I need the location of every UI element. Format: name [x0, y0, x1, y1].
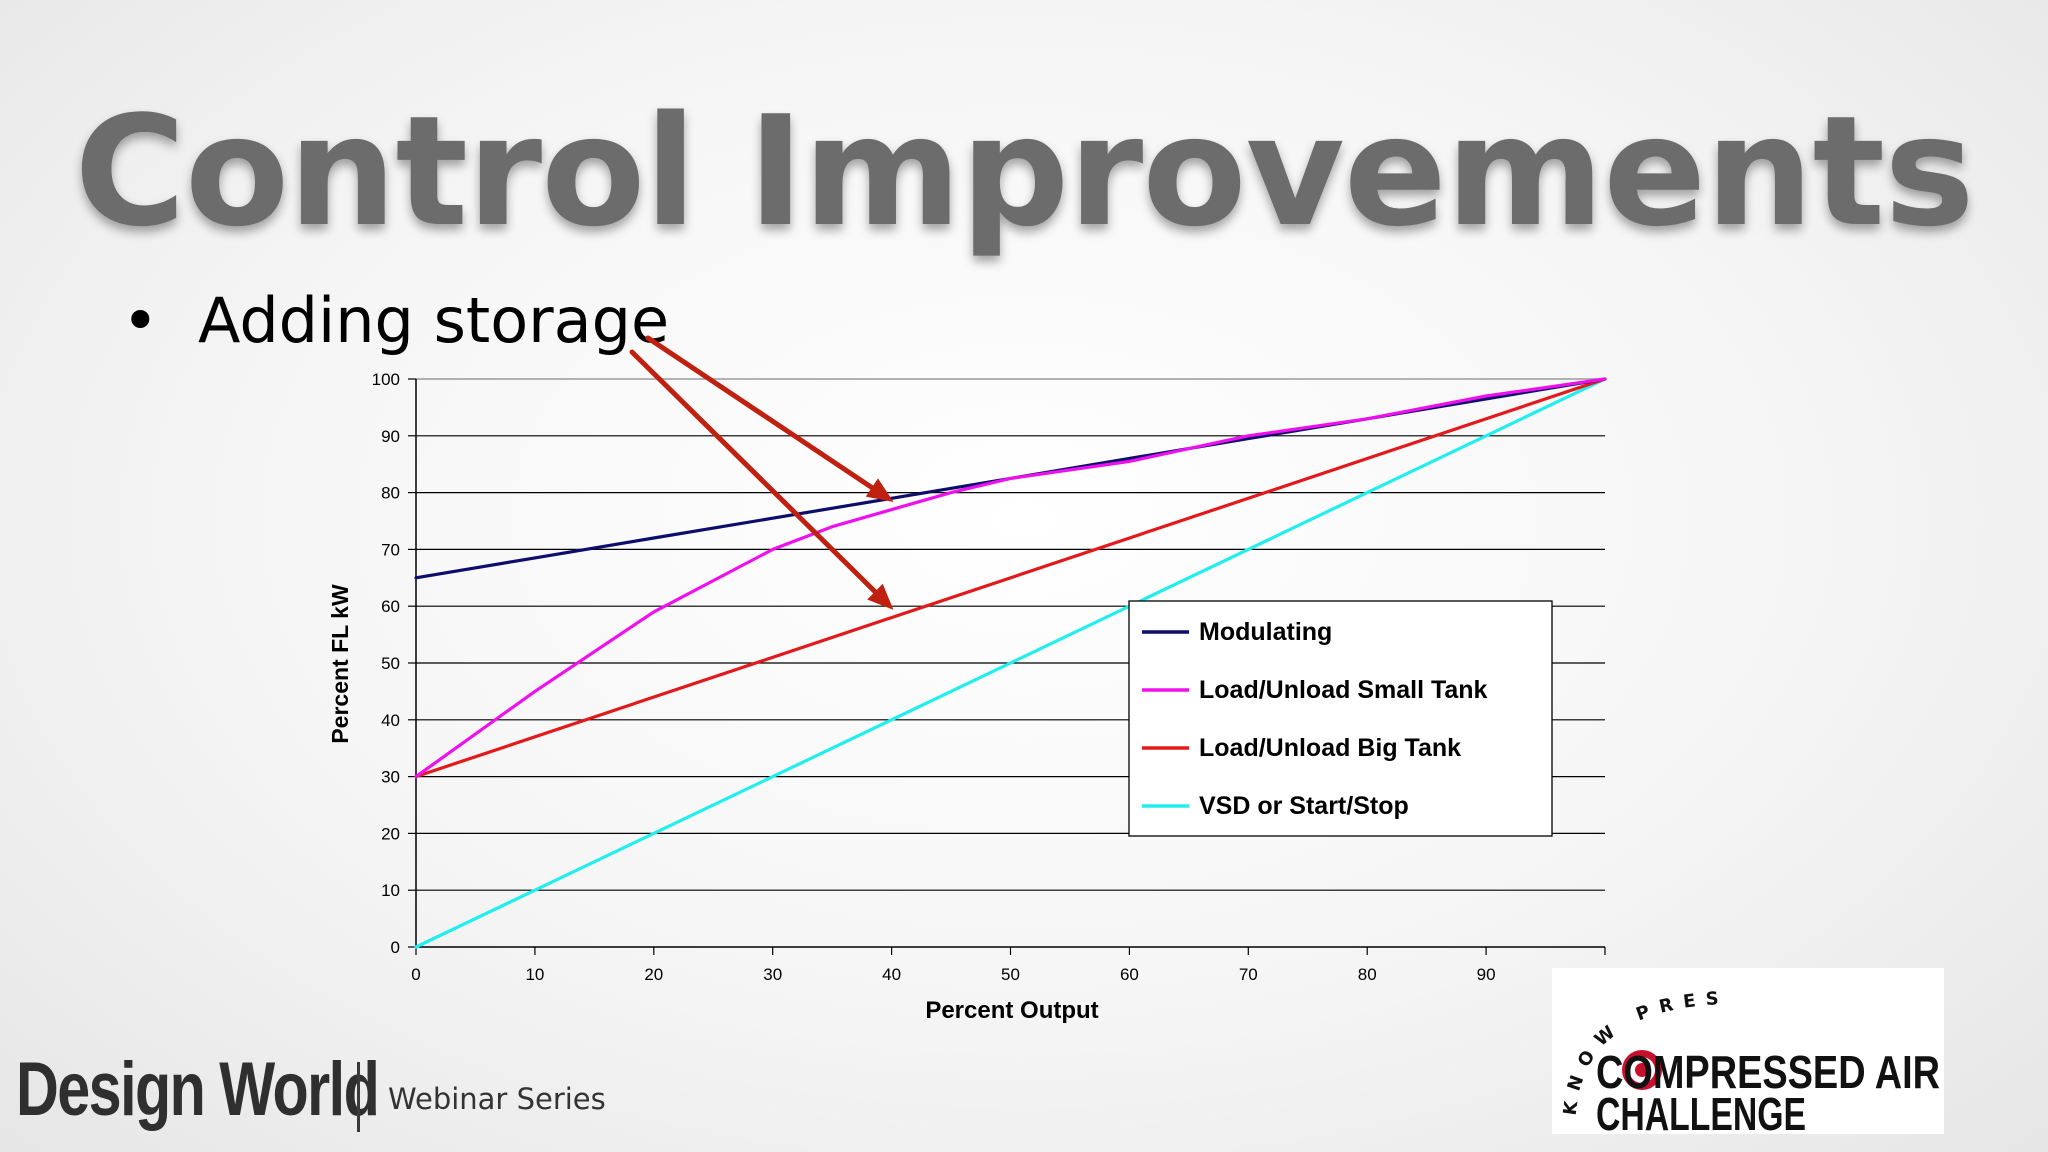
annotation-arrow-head	[865, 478, 894, 502]
logo-line1: COMPRESSED AIR	[1596, 1046, 1940, 1098]
y-tick-label: 100	[372, 370, 400, 389]
design-world-logo: Design World	[16, 1047, 380, 1132]
x-tick-label: 20	[644, 965, 663, 984]
annotation-arrows	[629, 335, 894, 610]
bullet-text: Adding storage	[198, 284, 670, 357]
y-tick-label: 90	[381, 427, 400, 446]
x-tick-label: 40	[882, 965, 901, 984]
x-tick-label: 60	[1120, 965, 1139, 984]
x-tick-label: 0	[411, 965, 420, 984]
webinar-series-label: Webinar Series	[388, 1082, 606, 1116]
y-tick-label: 60	[381, 597, 400, 616]
x-axis-title: Percent Output	[925, 997, 1098, 1024]
x-tick-label: 80	[1358, 965, 1377, 984]
annotation-arrow-shaft	[629, 349, 878, 595]
series-line-2	[414, 377, 1607, 779]
logo-target-icon	[1622, 1050, 1662, 1090]
legend-label: Load/Unload Big Tank	[1199, 734, 1461, 762]
y-tick-label: 50	[381, 654, 400, 673]
y-tick-label: 10	[381, 881, 400, 900]
slide-title: Control Improvements	[74, 83, 1974, 260]
y-tick-label: 20	[381, 824, 400, 843]
series-line-4	[414, 377, 1607, 949]
compressed-air-challenge-logo: KNOW PRESSURE COMPRESSED AIR CHALLENGE	[1552, 968, 1944, 1134]
series-lines	[414, 377, 1607, 949]
logo-line2: CHALLENGE	[1596, 1088, 1806, 1134]
bullet-marker: •	[122, 284, 159, 357]
series-line-3	[414, 377, 1607, 779]
bullet-item: • Adding storage	[122, 290, 669, 352]
tick-labels: 0 10 20 30 40 50 60 70 80 90 100 0 10 20 30 40 50 60 70 80 9…	[372, 370, 1620, 984]
footer-divider	[357, 1062, 360, 1132]
x-tick-label: 30	[763, 965, 782, 984]
legend: Modulating Load/Unload Small Tank Load/Unl…	[1128, 600, 1553, 837]
y-tick-label: 0	[391, 938, 400, 957]
legend-label: Modulating	[1199, 618, 1332, 646]
legend-label: Load/Unload Small Tank	[1199, 676, 1488, 704]
x-tick-label: 90	[1477, 965, 1496, 984]
y-tick-label: 30	[381, 768, 400, 787]
legend-box	[1128, 600, 1553, 837]
x-tick-label: 50	[1001, 965, 1020, 984]
y-tick-label: 70	[381, 540, 400, 559]
x-tick-label: 70	[1239, 965, 1258, 984]
x-tick-label: 10	[525, 965, 544, 984]
annotation-arrow-shaft	[645, 335, 875, 491]
y-axis-title: Percent FL kW	[327, 584, 353, 744]
y-tick-label: 40	[381, 711, 400, 730]
y-tick-label: 80	[381, 484, 400, 503]
annotation-arrow-head	[867, 583, 894, 610]
legend-label: VSD or Start/Stop	[1199, 792, 1409, 820]
